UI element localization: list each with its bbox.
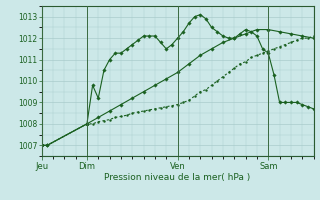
- X-axis label: Pression niveau de la mer( hPa ): Pression niveau de la mer( hPa ): [104, 173, 251, 182]
